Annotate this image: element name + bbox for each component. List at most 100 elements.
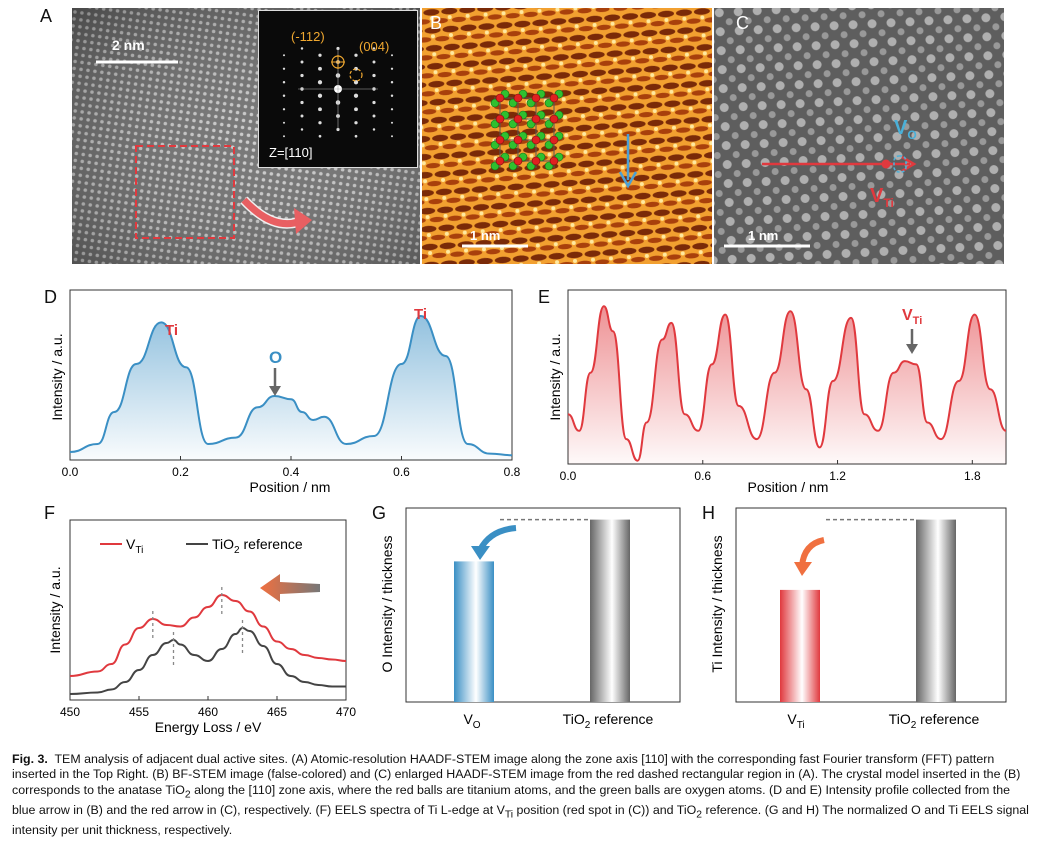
caption-sub-3: 2 xyxy=(696,809,703,821)
fft-spot xyxy=(390,67,394,70)
legend-vti: V xyxy=(126,536,136,552)
bar-tio2-reference xyxy=(590,519,630,702)
cat-ref-g-sub: 2 xyxy=(585,720,591,731)
fft-label-004: (004) xyxy=(359,39,389,54)
chart-d-ylabel: Intensity / a.u. xyxy=(49,333,65,420)
arrow-down-icon xyxy=(906,344,918,354)
caption-text-4: reference. (G and H) The normalized O an… xyxy=(12,802,1029,837)
x-tick-label: 1.2 xyxy=(829,469,846,483)
fft-spot xyxy=(336,46,340,51)
x-tick-label: 465 xyxy=(267,705,287,719)
scale-label-b: 1 nm xyxy=(470,228,500,243)
fft-spot xyxy=(391,135,393,138)
caption-text-2: along the [110] zone axis, where the red… xyxy=(12,782,1011,817)
chart-g-frame xyxy=(405,507,681,703)
x-tick-label: 0.2 xyxy=(172,465,189,479)
x-tick-label: 0.4 xyxy=(283,465,300,479)
cat-vo-sub: O xyxy=(473,720,481,731)
fft-spot xyxy=(353,93,359,98)
fft-spot xyxy=(354,107,358,112)
fft-spot xyxy=(372,100,376,105)
bar-tio2-reference xyxy=(916,519,956,702)
svg-text:TiO2 reference: TiO2 reference xyxy=(563,711,654,731)
panel-letter-b: B xyxy=(430,13,442,33)
fft-spot xyxy=(390,54,394,57)
titanium-atom xyxy=(513,135,523,145)
chart-d-line xyxy=(69,314,513,457)
titanium-atom xyxy=(531,135,541,145)
x-tick-label: 0.6 xyxy=(393,465,410,479)
fft-spot xyxy=(282,54,286,57)
fft-spot xyxy=(300,73,304,78)
svg-text:VTi: VTi xyxy=(787,711,804,731)
titanium-atom xyxy=(513,114,523,124)
fft-inset: (-112) (004) Z=[110] xyxy=(258,10,418,168)
panel-letter-e: E xyxy=(538,287,551,307)
bar-vti xyxy=(780,589,820,702)
fft-spot xyxy=(317,80,323,85)
cat-vti-sub: Ti xyxy=(797,720,805,731)
svg-text:TiO2 reference: TiO2 reference xyxy=(889,711,980,731)
svg-text:VTi: VTi xyxy=(902,307,922,327)
titanium-atom xyxy=(513,156,523,166)
titanium-atom xyxy=(549,93,559,103)
fft-spot xyxy=(318,66,322,71)
legend-ref: TiO xyxy=(212,536,234,552)
chart-d-area xyxy=(70,316,512,460)
annot-ti-2: Ti xyxy=(414,306,427,323)
fft-spot xyxy=(317,93,323,98)
caption-fig-number: Fig. 3. xyxy=(12,752,48,766)
chart-g: VO TiO2 reference O Intensity / thicknes… xyxy=(379,507,681,731)
fft-spot xyxy=(300,47,304,50)
caption-text-3: position (red spot in (C)) and TiO xyxy=(513,802,697,817)
fft-spot xyxy=(282,121,286,124)
titanium-atom xyxy=(513,93,523,103)
panel-letter-f: F xyxy=(44,503,55,523)
titanium-atom xyxy=(549,114,559,124)
titanium-atom xyxy=(495,156,505,166)
vo-label-sub: O xyxy=(907,128,916,142)
panel-letter-g: G xyxy=(372,503,387,523)
annot-vti: V xyxy=(902,307,913,324)
panel-letter-a: A xyxy=(40,6,53,26)
chart-e-ylabel: Intensity / a.u. xyxy=(547,333,563,420)
fft-spot xyxy=(372,73,376,78)
titanium-atom xyxy=(549,156,559,166)
chart-f-xlabel: Energy Loss / eV xyxy=(155,719,262,735)
arrow-down-icon xyxy=(269,386,281,396)
fft-spot xyxy=(300,60,304,64)
fft-spot xyxy=(390,121,394,124)
fft-spot xyxy=(390,94,394,97)
cat-ref-h-post: reference xyxy=(916,711,979,727)
chart-d-xlabel: Position / nm xyxy=(250,479,331,495)
vti-label-sub: Ti xyxy=(883,196,893,210)
fft-spot xyxy=(282,108,286,111)
bf-stem-image-panel: 1 nm B xyxy=(422,8,712,264)
x-tick-label: 0.6 xyxy=(694,469,711,483)
fft-spot xyxy=(300,128,304,131)
svg-text:VO: VO xyxy=(894,117,917,142)
svg-text:TiO2 reference: TiO2 reference xyxy=(212,536,303,556)
fft-spot xyxy=(390,108,394,111)
scale-label-c: 1 nm xyxy=(748,228,778,243)
annot-ti-1: Ti xyxy=(165,322,178,339)
scale-label-a: 2 nm xyxy=(112,37,145,53)
vo-label: V xyxy=(894,117,908,139)
titanium-atom xyxy=(495,114,505,124)
legend-ref-post: reference xyxy=(240,536,303,552)
annot-o: O xyxy=(269,348,282,367)
fft-spot xyxy=(372,114,376,118)
chart-e-line xyxy=(567,305,1007,462)
x-tick-label: 1.8 xyxy=(964,469,981,483)
x-tick-label: 460 xyxy=(198,705,218,719)
fft-spot xyxy=(354,134,358,138)
fft-spot xyxy=(354,121,358,125)
vti-label: V xyxy=(870,185,884,207)
fft-spot xyxy=(282,67,286,70)
x-tick-label: 450 xyxy=(60,705,80,719)
crystal-model-inset xyxy=(490,89,564,171)
shift-arrow-icon xyxy=(260,574,320,602)
panel-letter-h: H xyxy=(702,503,715,523)
x-tick-label: 0.0 xyxy=(560,469,577,483)
zoom-arrow-icon xyxy=(294,208,312,234)
